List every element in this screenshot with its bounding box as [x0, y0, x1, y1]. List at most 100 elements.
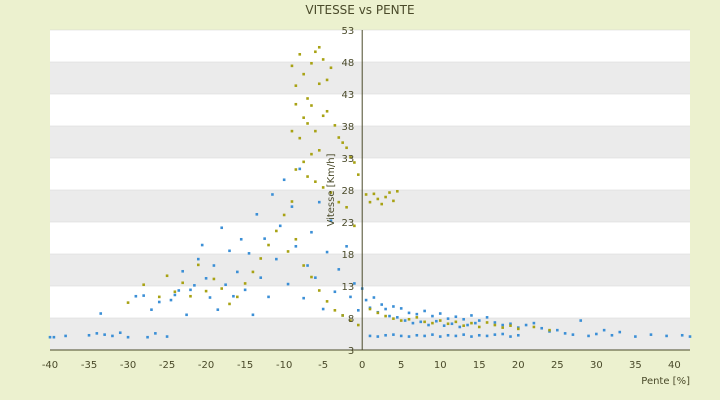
- data-point-series-1: [208, 296, 212, 299]
- data-point-series-2: [228, 302, 231, 306]
- x-tick-label: 25: [551, 360, 564, 371]
- data-point-series-1: [154, 332, 157, 335]
- data-point-series-1: [353, 282, 356, 285]
- data-point-series-1: [384, 307, 387, 311]
- plot-band: [50, 318, 690, 350]
- data-point-series-1: [509, 335, 512, 338]
- data-point-series-1: [228, 249, 231, 253]
- data-point-series-2: [325, 300, 329, 303]
- data-point-series-2: [294, 237, 298, 241]
- data-point-series-1: [415, 312, 419, 316]
- plot-band: [50, 222, 690, 254]
- data-point-series-1: [435, 319, 438, 323]
- data-point-series-1: [446, 317, 450, 320]
- data-point-series-1: [286, 282, 290, 286]
- data-point-series-1: [485, 334, 489, 338]
- data-point-series-1: [431, 314, 434, 318]
- x-tick-label: -25: [159, 360, 175, 371]
- data-point-series-1: [563, 332, 567, 335]
- data-point-series-1: [688, 335, 692, 338]
- data-point-series-2: [321, 114, 325, 118]
- data-point-series-2: [314, 129, 317, 133]
- data-point-series-1: [177, 289, 181, 292]
- data-point-series-1: [462, 317, 465, 321]
- data-point-series-2: [317, 45, 321, 49]
- data-point-series-1: [392, 305, 395, 308]
- data-point-series-1: [407, 335, 411, 338]
- data-point-series-1: [232, 294, 235, 298]
- y-tick-label: 33: [341, 154, 354, 165]
- data-point-series-2: [157, 295, 161, 299]
- y-tick-label: 48: [341, 58, 354, 69]
- plot-band: [50, 62, 690, 94]
- data-point-series-2: [310, 152, 313, 156]
- data-point-series-2: [302, 72, 305, 76]
- data-point-series-1: [392, 333, 395, 336]
- data-point-series-1: [263, 237, 266, 240]
- data-point-series-1: [438, 335, 442, 338]
- data-point-series-1: [142, 294, 145, 297]
- data-point-series-1: [157, 300, 161, 304]
- data-point-series-2: [310, 61, 313, 65]
- data-point-series-1: [317, 200, 321, 204]
- data-point-series-1: [493, 333, 497, 336]
- data-point-series-2: [243, 282, 247, 285]
- data-point-series-2: [333, 124, 337, 127]
- data-point-series-1: [224, 283, 227, 287]
- data-point-series-1: [333, 290, 337, 294]
- data-point-series-2: [345, 146, 348, 150]
- y-tick-label: 38: [341, 122, 354, 133]
- data-point-series-1: [165, 335, 169, 338]
- data-point-series-2: [356, 323, 360, 327]
- data-point-series-2: [290, 129, 294, 133]
- data-point-series-2: [341, 314, 344, 317]
- data-point-series-1: [220, 226, 224, 230]
- data-point-series-1: [556, 328, 559, 332]
- x-tick-label: 15: [473, 360, 486, 371]
- x-tick-label: 0: [359, 360, 365, 371]
- data-point-series-1: [48, 335, 52, 339]
- data-point-series-1: [399, 334, 403, 338]
- data-point-series-2: [384, 314, 387, 318]
- data-point-series-2: [329, 191, 333, 194]
- y-tick-label: 53: [341, 26, 354, 37]
- data-point-series-2: [165, 274, 169, 278]
- data-point-series-1: [193, 284, 196, 287]
- data-point-series-2: [341, 141, 344, 144]
- x-tick-label: 40: [668, 360, 681, 371]
- data-point-series-1: [185, 313, 188, 317]
- data-point-series-1: [399, 307, 403, 310]
- data-point-series-2: [384, 195, 387, 199]
- data-point-series-2: [294, 102, 298, 106]
- data-point-series-2: [286, 250, 290, 253]
- data-point-series-2: [376, 197, 380, 201]
- data-point-series-2: [302, 264, 305, 267]
- data-point-series-1: [251, 313, 255, 317]
- x-tick-label: -5: [318, 360, 328, 371]
- data-point-series-1: [200, 243, 204, 247]
- data-point-series-1: [579, 319, 583, 322]
- data-point-series-2: [236, 295, 239, 299]
- y-tick-label: 23: [341, 218, 354, 229]
- data-point-series-1: [239, 237, 243, 241]
- data-point-series-2: [325, 78, 329, 82]
- data-point-series-1: [649, 333, 653, 336]
- y-tick-label: 18: [341, 250, 354, 261]
- data-point-series-2: [310, 104, 313, 107]
- data-point-series-1: [255, 213, 259, 216]
- data-point-series-1: [271, 193, 274, 196]
- data-point-series-2: [333, 309, 337, 312]
- data-point-series-2: [396, 189, 399, 193]
- data-point-series-2: [477, 325, 481, 329]
- data-point-series-2: [446, 322, 450, 326]
- data-point-series-2: [298, 53, 302, 56]
- data-point-series-1: [501, 332, 504, 336]
- data-point-series-1: [423, 334, 426, 338]
- data-point-series-2: [353, 161, 356, 164]
- data-point-series-1: [189, 288, 192, 292]
- data-point-series-1: [501, 323, 504, 327]
- data-point-series-2: [438, 319, 442, 322]
- data-point-series-1: [103, 333, 106, 336]
